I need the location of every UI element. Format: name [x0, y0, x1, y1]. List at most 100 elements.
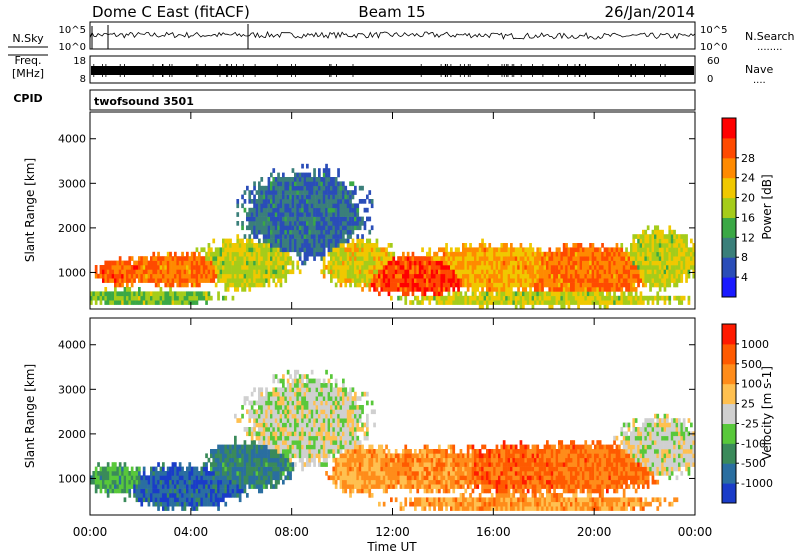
heatmap-cell — [519, 243, 523, 248]
heatmap-cell — [404, 256, 408, 261]
colorbar-tick-label: 20 — [741, 192, 755, 205]
heatmap-cell — [164, 475, 168, 481]
heatmap-cell — [490, 251, 494, 257]
heatmap-cell — [166, 260, 170, 266]
heatmap-cell — [282, 462, 285, 467]
heatmap-cell — [642, 229, 645, 235]
heatmap-cell — [250, 273, 254, 279]
heatmap-cell — [260, 225, 264, 231]
heatmap-cell — [570, 273, 573, 279]
heatmap-cell — [332, 435, 336, 441]
heatmap-cell — [570, 260, 573, 266]
heatmap-cell — [368, 216, 372, 222]
heatmap-cell — [334, 221, 338, 226]
heatmap-cell — [243, 471, 247, 476]
heatmap-cell — [306, 234, 309, 239]
heatmap-cell — [670, 234, 674, 239]
heatmap-cell — [123, 484, 127, 489]
heatmap-cell — [591, 251, 595, 257]
heatmap-cell — [224, 484, 228, 489]
heatmap-cell — [174, 251, 177, 257]
heatmap-cell — [140, 300, 144, 305]
heatmap-cell — [183, 273, 187, 279]
heatmap-cell — [195, 475, 199, 481]
heatmap-cell — [394, 287, 398, 292]
heatmap-cell — [248, 278, 252, 283]
heatmap-cell — [248, 194, 252, 200]
colorbar-tick-label: 12 — [741, 231, 755, 244]
heatmap-cell — [366, 260, 369, 266]
heatmap-cell — [200, 278, 204, 283]
heatmap-cell — [272, 400, 276, 406]
heatmap-cell — [298, 435, 302, 441]
heatmap-cell — [387, 282, 391, 288]
heatmap-cell — [553, 295, 556, 301]
heatmap-cell — [332, 194, 336, 200]
heatmap-cell — [310, 383, 314, 388]
heatmap-cell — [202, 466, 206, 472]
heatmap-cell — [166, 278, 170, 283]
heatmap-cell — [555, 260, 559, 266]
heatmap-cell — [128, 475, 132, 481]
heatmap-cell — [277, 462, 280, 467]
heatmap-cell — [637, 238, 640, 244]
heatmap-cell — [224, 479, 228, 485]
heatmap-cell — [414, 265, 417, 270]
heatmap-cell — [502, 247, 506, 253]
heatmap-cell — [682, 295, 686, 301]
heatmap-cell — [241, 238, 244, 244]
heatmap-cell — [313, 177, 316, 182]
heatmap-cell — [284, 391, 288, 397]
heatmap-cell — [279, 190, 283, 195]
heatmap-cell — [140, 479, 144, 485]
heatmap-cell — [234, 440, 237, 445]
heatmap-cell — [584, 251, 588, 257]
heatmap-cell — [104, 471, 108, 476]
heatmap-cell — [279, 453, 283, 459]
heatmap-cell — [579, 251, 583, 257]
heatmap-cell — [246, 475, 249, 481]
heatmap-cell — [174, 260, 177, 266]
heatmap-cell — [229, 457, 232, 463]
heatmap-cell — [205, 475, 208, 481]
heatmap-cell — [553, 269, 556, 275]
heatmap-cell — [505, 243, 508, 248]
heatmap-cell — [330, 400, 333, 406]
heatmap-cell — [474, 256, 477, 261]
heatmap-cell — [342, 185, 345, 191]
heatmap-cell — [558, 300, 561, 305]
heatmap-cell — [536, 265, 540, 270]
heatmap-cell — [325, 207, 328, 213]
heatmap-cell — [318, 453, 321, 459]
heatmap-cell — [330, 409, 333, 415]
heatmap-cell — [510, 269, 513, 275]
heatmap-cell — [550, 260, 554, 266]
heatmap-cell — [598, 269, 602, 275]
heatmap-cell — [512, 269, 516, 275]
heatmap-cell — [332, 449, 336, 454]
heatmap-cell — [668, 225, 672, 231]
heatmap-cell — [486, 269, 489, 275]
heatmap-cell — [279, 251, 283, 257]
heatmap-cell — [550, 251, 554, 257]
heatmap-cell — [250, 400, 254, 406]
heatmap-cell — [318, 225, 321, 231]
heatmap-cell — [313, 391, 316, 397]
heatmap-cell — [394, 265, 398, 270]
heatmap-cell — [286, 225, 290, 231]
heatmap-cell — [289, 269, 292, 275]
heatmap-cell — [186, 484, 189, 489]
heatmap-cell — [481, 278, 484, 283]
heatmap-cell — [591, 243, 595, 248]
heatmap-cell — [284, 216, 288, 222]
heatmap-cell — [231, 444, 235, 450]
heatmap-cell — [570, 278, 573, 283]
heatmap-cell — [642, 238, 645, 244]
heatmap-cell — [452, 265, 456, 270]
heatmap-cell — [454, 273, 458, 279]
heatmap-cell — [231, 462, 235, 467]
heatmap-cell — [138, 269, 141, 275]
heatmap-cell — [409, 300, 412, 305]
heatmap-cell — [330, 238, 333, 244]
